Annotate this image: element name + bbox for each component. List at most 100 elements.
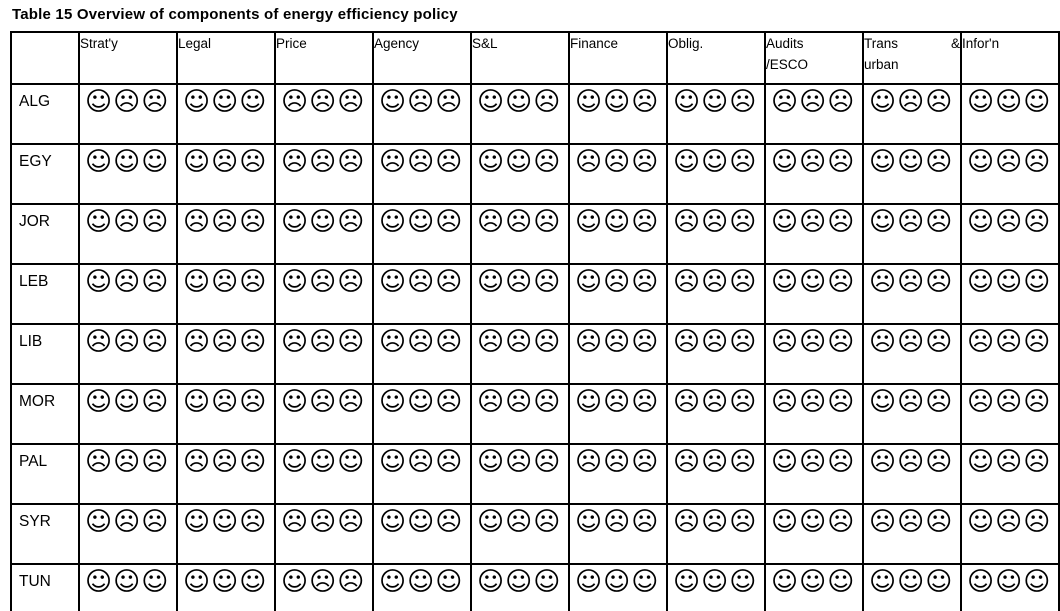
sad-face-icon: ☹ xyxy=(827,447,855,477)
happy-face-icon: ☺ xyxy=(309,447,337,477)
rating-cell-syr-oblig: ☹☹☹ xyxy=(666,503,766,565)
sad-face-icon: ☹ xyxy=(113,447,141,477)
column-header-audits: Audits/ESCO xyxy=(764,31,864,85)
sad-face-icon: ☹ xyxy=(239,267,267,297)
sad-face-icon: ☹ xyxy=(435,447,463,477)
sad-face-icon: ☹ xyxy=(337,207,365,237)
sad-face-icon: ☹ xyxy=(575,327,603,357)
sad-face-icon: ☹ xyxy=(379,327,407,357)
sad-face-icon: ☹ xyxy=(729,447,757,477)
rating-cell-leb-sl: ☺☹☹ xyxy=(470,263,570,325)
happy-face-icon: ☺ xyxy=(995,267,1023,297)
rating-cell-syr-agency: ☺☺☹ xyxy=(372,503,472,565)
sad-face-icon: ☹ xyxy=(967,327,995,357)
rating-cell-leb-agency: ☺☹☹ xyxy=(372,263,472,325)
column-header-label-suffix: & xyxy=(950,36,960,51)
happy-face-icon: ☺ xyxy=(673,567,701,597)
sad-face-icon: ☹ xyxy=(869,447,897,477)
header-row: Strat'y Legal Price Agency S&L Finance Oblig. A… xyxy=(10,31,1060,85)
sad-face-icon: ☹ xyxy=(995,507,1023,537)
sad-face-icon: ☹ xyxy=(869,327,897,357)
sad-face-icon: ☹ xyxy=(701,267,729,297)
happy-face-icon: ☺ xyxy=(407,507,435,537)
sad-face-icon: ☹ xyxy=(925,147,953,177)
row-header-tun: TUN xyxy=(10,563,80,611)
happy-face-icon: ☺ xyxy=(281,267,309,297)
happy-face-icon: ☺ xyxy=(1023,267,1051,297)
sad-face-icon: ☹ xyxy=(85,327,113,357)
table-row-mor: MOR ☺☺☹ ☺☹☹ ☺☹☹ ☺☺☹ ☹☹☹ ☺☹☹ ☹☹☹ ☹☹☹ ☺☹☹ ☹☹☹ xyxy=(10,383,1060,445)
sad-face-icon: ☹ xyxy=(141,207,169,237)
rating-cell-leb-legal: ☺☹☹ xyxy=(176,263,276,325)
rating-cell-leb-trans: ☹☹☹ xyxy=(862,263,962,325)
rating-cell-jor-sl: ☹☹☹ xyxy=(470,203,570,265)
rating-cell-lib-inforn: ☹☹☹ xyxy=(960,323,1060,385)
column-header-sl: S&L xyxy=(470,31,570,85)
happy-face-icon: ☺ xyxy=(869,147,897,177)
rating-cell-pal-inforn: ☺☹☹ xyxy=(960,443,1060,505)
happy-face-icon: ☺ xyxy=(533,567,561,597)
sad-face-icon: ☹ xyxy=(897,207,925,237)
sad-face-icon: ☹ xyxy=(477,327,505,357)
happy-face-icon: ☺ xyxy=(967,507,995,537)
happy-face-icon: ☺ xyxy=(631,567,659,597)
sad-face-icon: ☹ xyxy=(995,447,1023,477)
sad-face-icon: ☹ xyxy=(603,387,631,417)
sad-face-icon: ☹ xyxy=(673,387,701,417)
happy-face-icon: ☺ xyxy=(85,567,113,597)
sad-face-icon: ☹ xyxy=(1023,387,1051,417)
table-row-alg: ALG ☺☹☹ ☺☺☺ ☹☹☹ ☺☹☹ ☺☺☹ ☺☺☹ ☺☺☹ ☹☹☹ ☺☹☹ ☺☺☺ xyxy=(10,83,1060,145)
sad-face-icon: ☹ xyxy=(281,147,309,177)
sad-face-icon: ☹ xyxy=(799,327,827,357)
rating-cell-mor-inforn: ☹☹☹ xyxy=(960,383,1060,445)
rating-cell-leb-audits: ☺☺☹ xyxy=(764,263,864,325)
rating-cell-pal-audits: ☺☹☹ xyxy=(764,443,864,505)
sad-face-icon: ☹ xyxy=(435,207,463,237)
sad-face-icon: ☹ xyxy=(1023,147,1051,177)
sad-face-icon: ☹ xyxy=(729,387,757,417)
column-header-finance: Finance xyxy=(568,31,668,85)
sad-face-icon: ☹ xyxy=(533,447,561,477)
rating-cell-leb-inforn: ☺☺☺ xyxy=(960,263,1060,325)
row-header-pal: PAL xyxy=(10,443,80,505)
column-header-label: Price xyxy=(276,36,307,51)
happy-face-icon: ☺ xyxy=(897,567,925,597)
sad-face-icon: ☹ xyxy=(505,507,533,537)
sad-face-icon: ☹ xyxy=(897,267,925,297)
sad-face-icon: ☹ xyxy=(239,447,267,477)
rating-cell-mor-legal: ☺☹☹ xyxy=(176,383,276,445)
rating-cell-syr-straty: ☺☹☹ xyxy=(78,503,178,565)
table-header: Strat'y Legal Price Agency S&L Finance Oblig. A… xyxy=(10,31,1060,85)
sad-face-icon: ☹ xyxy=(309,87,337,117)
sad-face-icon: ☹ xyxy=(673,447,701,477)
column-header-legal: Legal xyxy=(176,31,276,85)
column-header-oblig: Oblig. xyxy=(666,31,766,85)
sad-face-icon: ☹ xyxy=(533,267,561,297)
rating-cell-mor-sl: ☹☹☹ xyxy=(470,383,570,445)
rating-cell-alg-finance: ☺☺☹ xyxy=(568,83,668,145)
sad-face-icon: ☹ xyxy=(701,207,729,237)
happy-face-icon: ☺ xyxy=(113,567,141,597)
happy-face-icon: ☺ xyxy=(379,447,407,477)
sad-face-icon: ☹ xyxy=(337,327,365,357)
happy-face-icon: ☺ xyxy=(967,207,995,237)
rating-cell-tun-legal: ☺☺☺ xyxy=(176,563,276,611)
happy-face-icon: ☺ xyxy=(701,147,729,177)
sad-face-icon: ☹ xyxy=(729,507,757,537)
sad-face-icon: ☹ xyxy=(631,207,659,237)
sad-face-icon: ☹ xyxy=(211,447,239,477)
happy-face-icon: ☺ xyxy=(771,567,799,597)
happy-face-icon: ☺ xyxy=(477,267,505,297)
rating-cell-alg-agency: ☺☹☹ xyxy=(372,83,472,145)
column-header-label: Oblig. xyxy=(668,36,704,51)
sad-face-icon: ☹ xyxy=(631,267,659,297)
rating-cell-tun-agency: ☺☺☺ xyxy=(372,563,472,611)
energy-efficiency-policy-table: Strat'y Legal Price Agency S&L Finance Oblig. A… xyxy=(10,31,1060,611)
happy-face-icon: ☺ xyxy=(407,207,435,237)
rating-cell-jor-straty: ☺☹☹ xyxy=(78,203,178,265)
row-header-egy: EGY xyxy=(10,143,80,205)
happy-face-icon: ☺ xyxy=(995,87,1023,117)
sad-face-icon: ☹ xyxy=(799,387,827,417)
sad-face-icon: ☹ xyxy=(897,507,925,537)
sad-face-icon: ☹ xyxy=(925,387,953,417)
